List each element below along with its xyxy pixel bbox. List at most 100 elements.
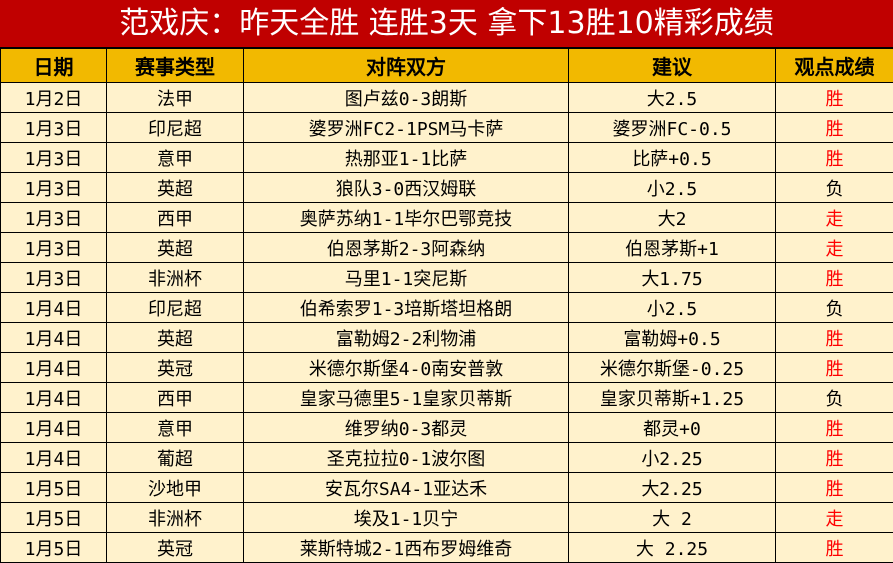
page-title: 范戏庆：昨天全胜 连胜3天 拿下13胜10精彩成绩 [0,0,893,48]
cell-league: 非洲杯 [107,503,244,533]
cell-date: 1月4日 [1,323,107,353]
cell-result: 胜 [776,533,893,563]
cell-tip: 富勒姆+0.5 [569,323,776,353]
cell-date: 1月3日 [1,173,107,203]
cell-result: 走 [776,233,893,263]
cell-date: 1月2日 [1,83,107,113]
header-row: 日期 赛事类型 对阵双方 建议 观点成绩 [1,49,893,83]
cell-league: 英冠 [107,533,244,563]
cell-result: 胜 [776,263,893,293]
cell-tip: 都灵+0 [569,413,776,443]
cell-league: 西甲 [107,383,244,413]
cell-date: 1月3日 [1,263,107,293]
cell-match: 皇家马德里5-1皇家贝蒂斯 [244,383,569,413]
cell-date: 1月3日 [1,113,107,143]
cell-league: 葡超 [107,443,244,473]
cell-tip: 米德尔斯堡-0.25 [569,353,776,383]
cell-date: 1月3日 [1,233,107,263]
cell-match: 维罗纳0-3都灵 [244,413,569,443]
header-tip: 建议 [569,49,776,83]
cell-tip: 大2.5 [569,83,776,113]
cell-tip: 小2.5 [569,293,776,323]
cell-match: 图卢兹0-3朗斯 [244,83,569,113]
cell-match: 富勒姆2-2利物浦 [244,323,569,353]
cell-tip: 比萨+0.5 [569,143,776,173]
cell-league: 印尼超 [107,113,244,143]
cell-league: 沙地甲 [107,473,244,503]
cell-match: 莱斯特城2-1西布罗姆维奇 [244,533,569,563]
cell-league: 英超 [107,323,244,353]
cell-league: 法甲 [107,83,244,113]
cell-result: 胜 [776,143,893,173]
cell-league: 印尼超 [107,293,244,323]
cell-match: 米德尔斯堡4-0南安普敦 [244,353,569,383]
cell-tip: 大2.25 [569,473,776,503]
cell-match: 圣克拉拉0-1波尔图 [244,443,569,473]
cell-date: 1月5日 [1,503,107,533]
cell-result: 负 [776,293,893,323]
cell-match: 伯恩茅斯2-3阿森纳 [244,233,569,263]
cell-league: 意甲 [107,413,244,443]
cell-date: 1月4日 [1,383,107,413]
cell-league: 英超 [107,173,244,203]
cell-league: 西甲 [107,203,244,233]
cell-result: 走 [776,203,893,233]
cell-tip: 大1.75 [569,263,776,293]
cell-league: 非洲杯 [107,263,244,293]
cell-tip: 大 2 [569,503,776,533]
cell-result: 胜 [776,413,893,443]
cell-tip: 伯恩茅斯+1 [569,233,776,263]
header-match: 对阵双方 [244,49,569,83]
cell-match: 奥萨苏纳1-1毕尔巴鄂竞技 [244,203,569,233]
cell-tip: 大2 [569,203,776,233]
cell-date: 1月3日 [1,203,107,233]
cell-result: 负 [776,383,893,413]
cell-date: 1月4日 [1,353,107,383]
cell-league: 意甲 [107,143,244,173]
cell-match: 安瓦尔SA4-1亚达禾 [244,473,569,503]
cell-date: 1月5日 [1,473,107,503]
cell-result: 胜 [776,323,893,353]
header-league: 赛事类型 [107,49,244,83]
cell-match: 热那亚1-1比萨 [244,143,569,173]
cell-result: 胜 [776,353,893,383]
cell-match: 埃及1-1贝宁 [244,503,569,533]
cell-league: 英超 [107,233,244,263]
cell-tip: 小2.25 [569,443,776,473]
cell-result: 胜 [776,473,893,503]
cell-tip: 婆罗洲FC-0.5 [569,113,776,143]
cell-tip: 大 2.25 [569,533,776,563]
cell-result: 胜 [776,83,893,113]
cell-match: 婆罗洲FC2-1PSM马卡萨 [244,113,569,143]
cell-tip: 皇家贝蒂斯+1.25 [569,383,776,413]
cell-match: 伯希索罗1-3培斯塔坦格朗 [244,293,569,323]
cell-date: 1月4日 [1,293,107,323]
cell-result: 胜 [776,113,893,143]
cell-league: 英冠 [107,353,244,383]
cell-match: 狼队3-0西汉姆联 [244,173,569,203]
cell-date: 1月4日 [1,413,107,443]
header-result: 观点成绩 [776,49,893,83]
cell-date: 1月4日 [1,443,107,473]
cell-date: 1月5日 [1,533,107,563]
cell-result: 负 [776,173,893,203]
header-date: 日期 [1,49,107,83]
cell-result: 胜 [776,443,893,473]
